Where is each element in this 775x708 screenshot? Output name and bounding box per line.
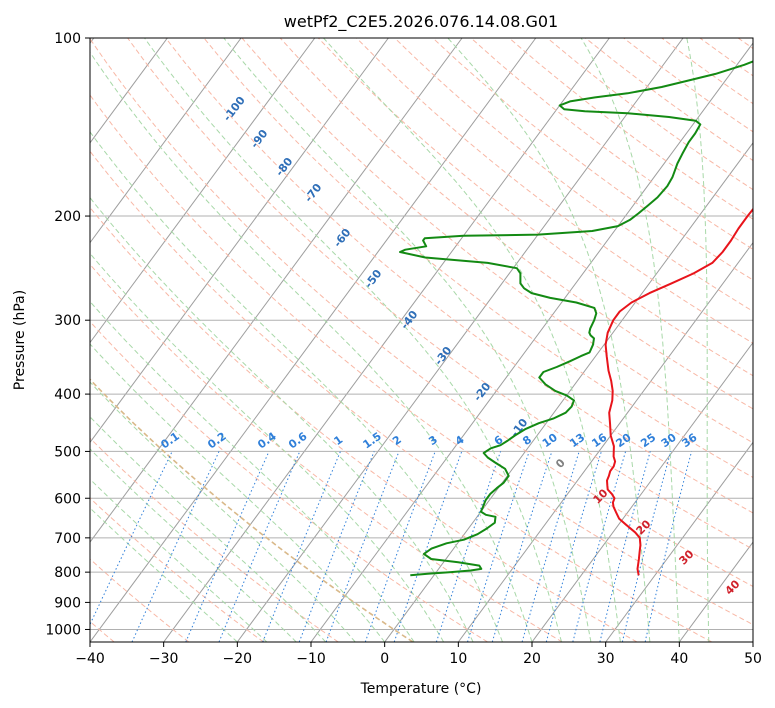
x-tick-label: 30 xyxy=(597,651,615,667)
x-tick-label: −20 xyxy=(223,651,253,667)
isotherm-line xyxy=(90,38,537,642)
mixing-ratio-line xyxy=(364,451,436,642)
dry-adiabat-line xyxy=(241,38,753,444)
dry-adiabat-line xyxy=(90,150,712,642)
x-tick-label: 0 xyxy=(380,651,389,667)
dry-adiabat-line xyxy=(90,263,563,642)
isotherm-line xyxy=(457,241,753,642)
moist-adiabat-line xyxy=(90,478,268,642)
dewpoint-line xyxy=(399,60,753,577)
dry-adiabat-line xyxy=(279,38,753,410)
isotherm-line xyxy=(90,38,168,144)
moist-adiabat-lines xyxy=(90,38,710,642)
mixing-ratio-line xyxy=(393,451,463,642)
y-tick-label: 900 xyxy=(54,595,81,611)
temperature-line xyxy=(604,207,753,576)
mixing-ratio-line xyxy=(298,451,375,642)
mixing-ratio-line xyxy=(218,451,301,642)
mixing-ratio-line xyxy=(599,451,651,642)
mixing-ratio-line xyxy=(621,451,672,642)
moist-adiabat-line xyxy=(144,38,562,642)
isotherm-line xyxy=(531,341,753,642)
dry-adiabat-line xyxy=(127,38,753,550)
x-tick-label: 10 xyxy=(449,651,467,667)
isotherm-line xyxy=(605,441,753,642)
mixing-ratio-line xyxy=(644,451,693,642)
y-tick-label: 800 xyxy=(54,565,81,581)
y-axis-label: Pressure (hPa) xyxy=(12,290,28,390)
x-tick-label: 20 xyxy=(523,651,541,667)
x-tick-label: 50 xyxy=(744,651,762,667)
moist-adiabat-line xyxy=(90,252,445,642)
dry-adiabat-line xyxy=(90,38,753,588)
y-tick-label: 300 xyxy=(54,313,81,329)
moist-adiabat-line xyxy=(223,38,592,642)
mixing-ratio-line xyxy=(262,451,341,642)
isotherm-line xyxy=(90,38,242,244)
moist-adiabat-line xyxy=(90,300,415,642)
x-axis-label: Temperature (°C) xyxy=(360,681,482,697)
isotherm-line xyxy=(90,38,316,344)
x-tick-label: −30 xyxy=(149,651,179,667)
moist-adiabat-line xyxy=(686,38,710,642)
isotherm-line xyxy=(90,38,389,444)
moist-adiabat-line xyxy=(90,448,297,642)
moist-adiabat-line xyxy=(90,416,327,642)
moist-adiabat-line xyxy=(90,51,533,642)
isotherm-line xyxy=(310,42,753,642)
isotherm-line xyxy=(90,38,463,543)
mixing-ratio-lines xyxy=(90,451,693,642)
profile-lines xyxy=(399,60,753,577)
mixing-ratio-line xyxy=(467,451,530,642)
x-axis-ticks: −40 −30 −20 −10 0 10 20 30 40 50 xyxy=(75,642,762,667)
isotherm-lines xyxy=(90,38,753,642)
dry-adiabat-line xyxy=(90,558,190,642)
mixing-ratio-line xyxy=(521,451,580,642)
x-tick-label: 40 xyxy=(670,651,688,667)
dry-adiabat-line xyxy=(90,206,638,642)
moist-adiabat-line xyxy=(90,131,503,642)
isotherm-line xyxy=(163,38,610,642)
plot-frame xyxy=(89,37,754,643)
mixing-ratio-line xyxy=(185,451,270,642)
moist-adiabat-line xyxy=(90,381,356,642)
y-tick-label: 600 xyxy=(54,491,81,507)
moist-adiabat-line xyxy=(323,38,621,642)
y-tick-label: 700 xyxy=(54,531,81,547)
x-tick-label: −10 xyxy=(296,651,326,667)
mixing-ratio-line xyxy=(545,451,602,642)
dry-adiabat-line xyxy=(90,378,414,642)
isotherm-line xyxy=(236,38,684,642)
dry-adiabat-line xyxy=(90,94,753,626)
y-tick-label: 200 xyxy=(54,209,81,225)
y-tick-label: 400 xyxy=(54,387,81,403)
mixing-ratio-line xyxy=(491,451,553,642)
mixing-ratio-line xyxy=(325,451,400,642)
moist-adiabat-line xyxy=(580,38,680,642)
chart-title: wetPf2_C2E5.2026.076.14.08.G01 xyxy=(284,12,558,32)
y-axis-ticks: 1000 900 800 700 600 500 400 300 200 100 xyxy=(45,31,90,638)
dry-adiabat-line xyxy=(317,38,753,377)
moist-adiabat-line xyxy=(447,38,651,642)
dry-adiabat-line xyxy=(394,38,753,312)
y-tick-label: 1000 xyxy=(45,622,81,638)
y-tick-label: 100 xyxy=(54,31,81,47)
y-tick-label: 500 xyxy=(54,444,81,460)
mixing-ratio-line xyxy=(435,451,502,642)
x-tick-label: −40 xyxy=(75,651,105,667)
moist-adiabat-line xyxy=(90,196,474,642)
pressure-grid-lines xyxy=(90,38,753,630)
